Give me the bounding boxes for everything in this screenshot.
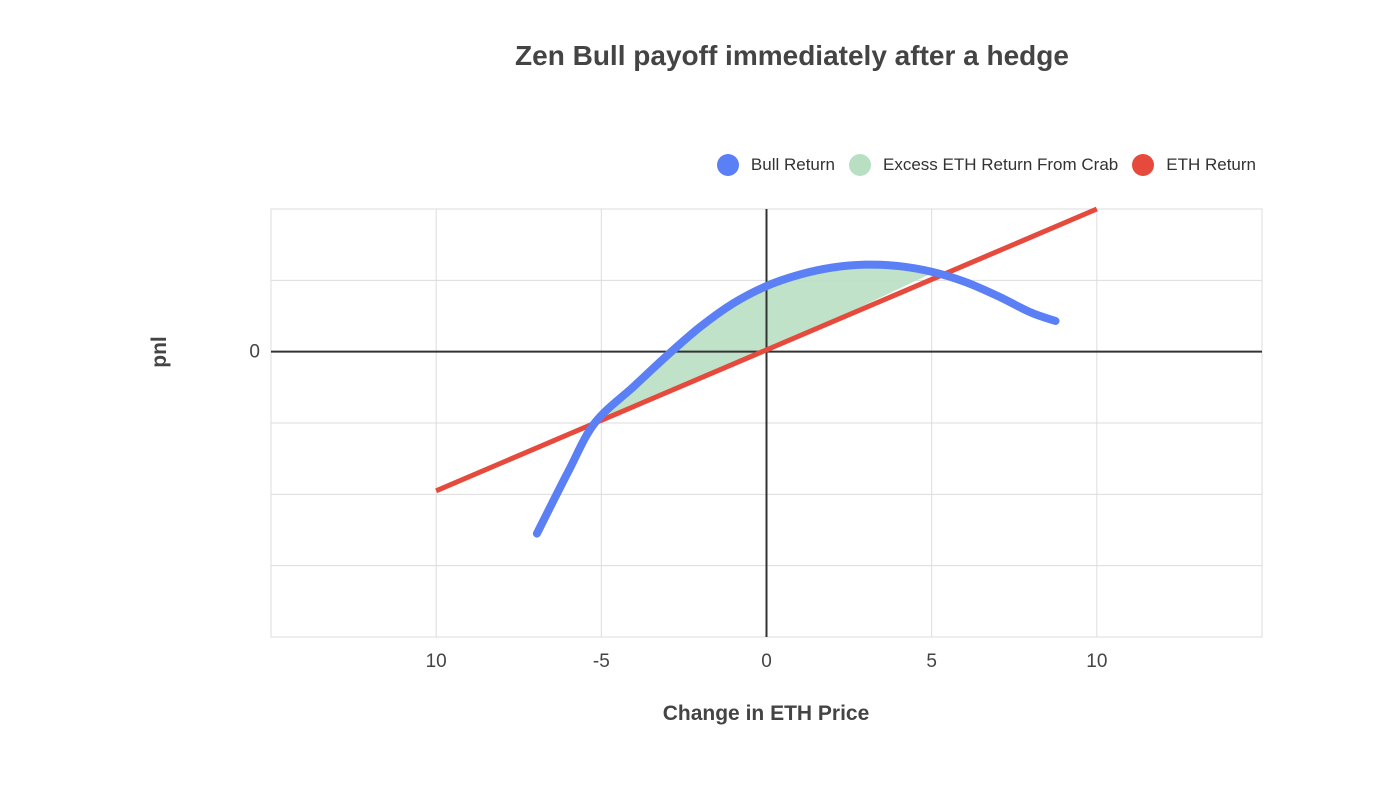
legend-swatch-eth-return	[1132, 154, 1155, 176]
legend-label-eth-return: ETH Return	[1166, 155, 1256, 174]
legend-label-excess-eth-return: Excess ETH Return From Crab	[883, 155, 1119, 174]
y-tick-label: 0	[249, 342, 260, 363]
legend-swatch-bull-return	[716, 154, 739, 176]
x-tick-label: 10	[426, 651, 447, 672]
legend-item-eth-return[interactable]: ETH Return	[1132, 154, 1256, 176]
legend: Bull Return Excess ETH Return From Crab …	[703, 154, 1256, 176]
legend-swatch-excess-eth-return	[849, 154, 872, 176]
series-line-eth-return	[435, 206, 1098, 494]
x-tick-label: 5	[926, 651, 937, 672]
x-tick-label: 0	[761, 651, 772, 672]
chart-title: Zen Bull payoff immediately after a hedg…	[515, 40, 1069, 71]
legend-label-bull-return: Bull Return	[750, 155, 836, 174]
x-axis-label: Change in ETH Price	[662, 702, 870, 725]
legend-item-bull-return[interactable]: Bull Return	[716, 154, 836, 176]
series-line-bull-return	[532, 260, 1060, 538]
x-tick-label: -5	[593, 651, 610, 672]
legend-item-excess-eth-return[interactable]: Excess ETH Return From Crab	[849, 154, 1118, 176]
series-area-excess-eth-return	[594, 264, 932, 423]
x-tick-label: 10	[1086, 651, 1107, 672]
